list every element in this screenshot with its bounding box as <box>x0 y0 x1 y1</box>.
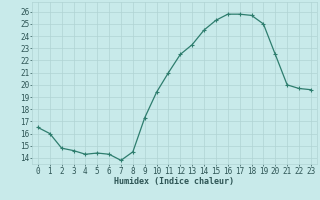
X-axis label: Humidex (Indice chaleur): Humidex (Indice chaleur) <box>115 177 234 186</box>
